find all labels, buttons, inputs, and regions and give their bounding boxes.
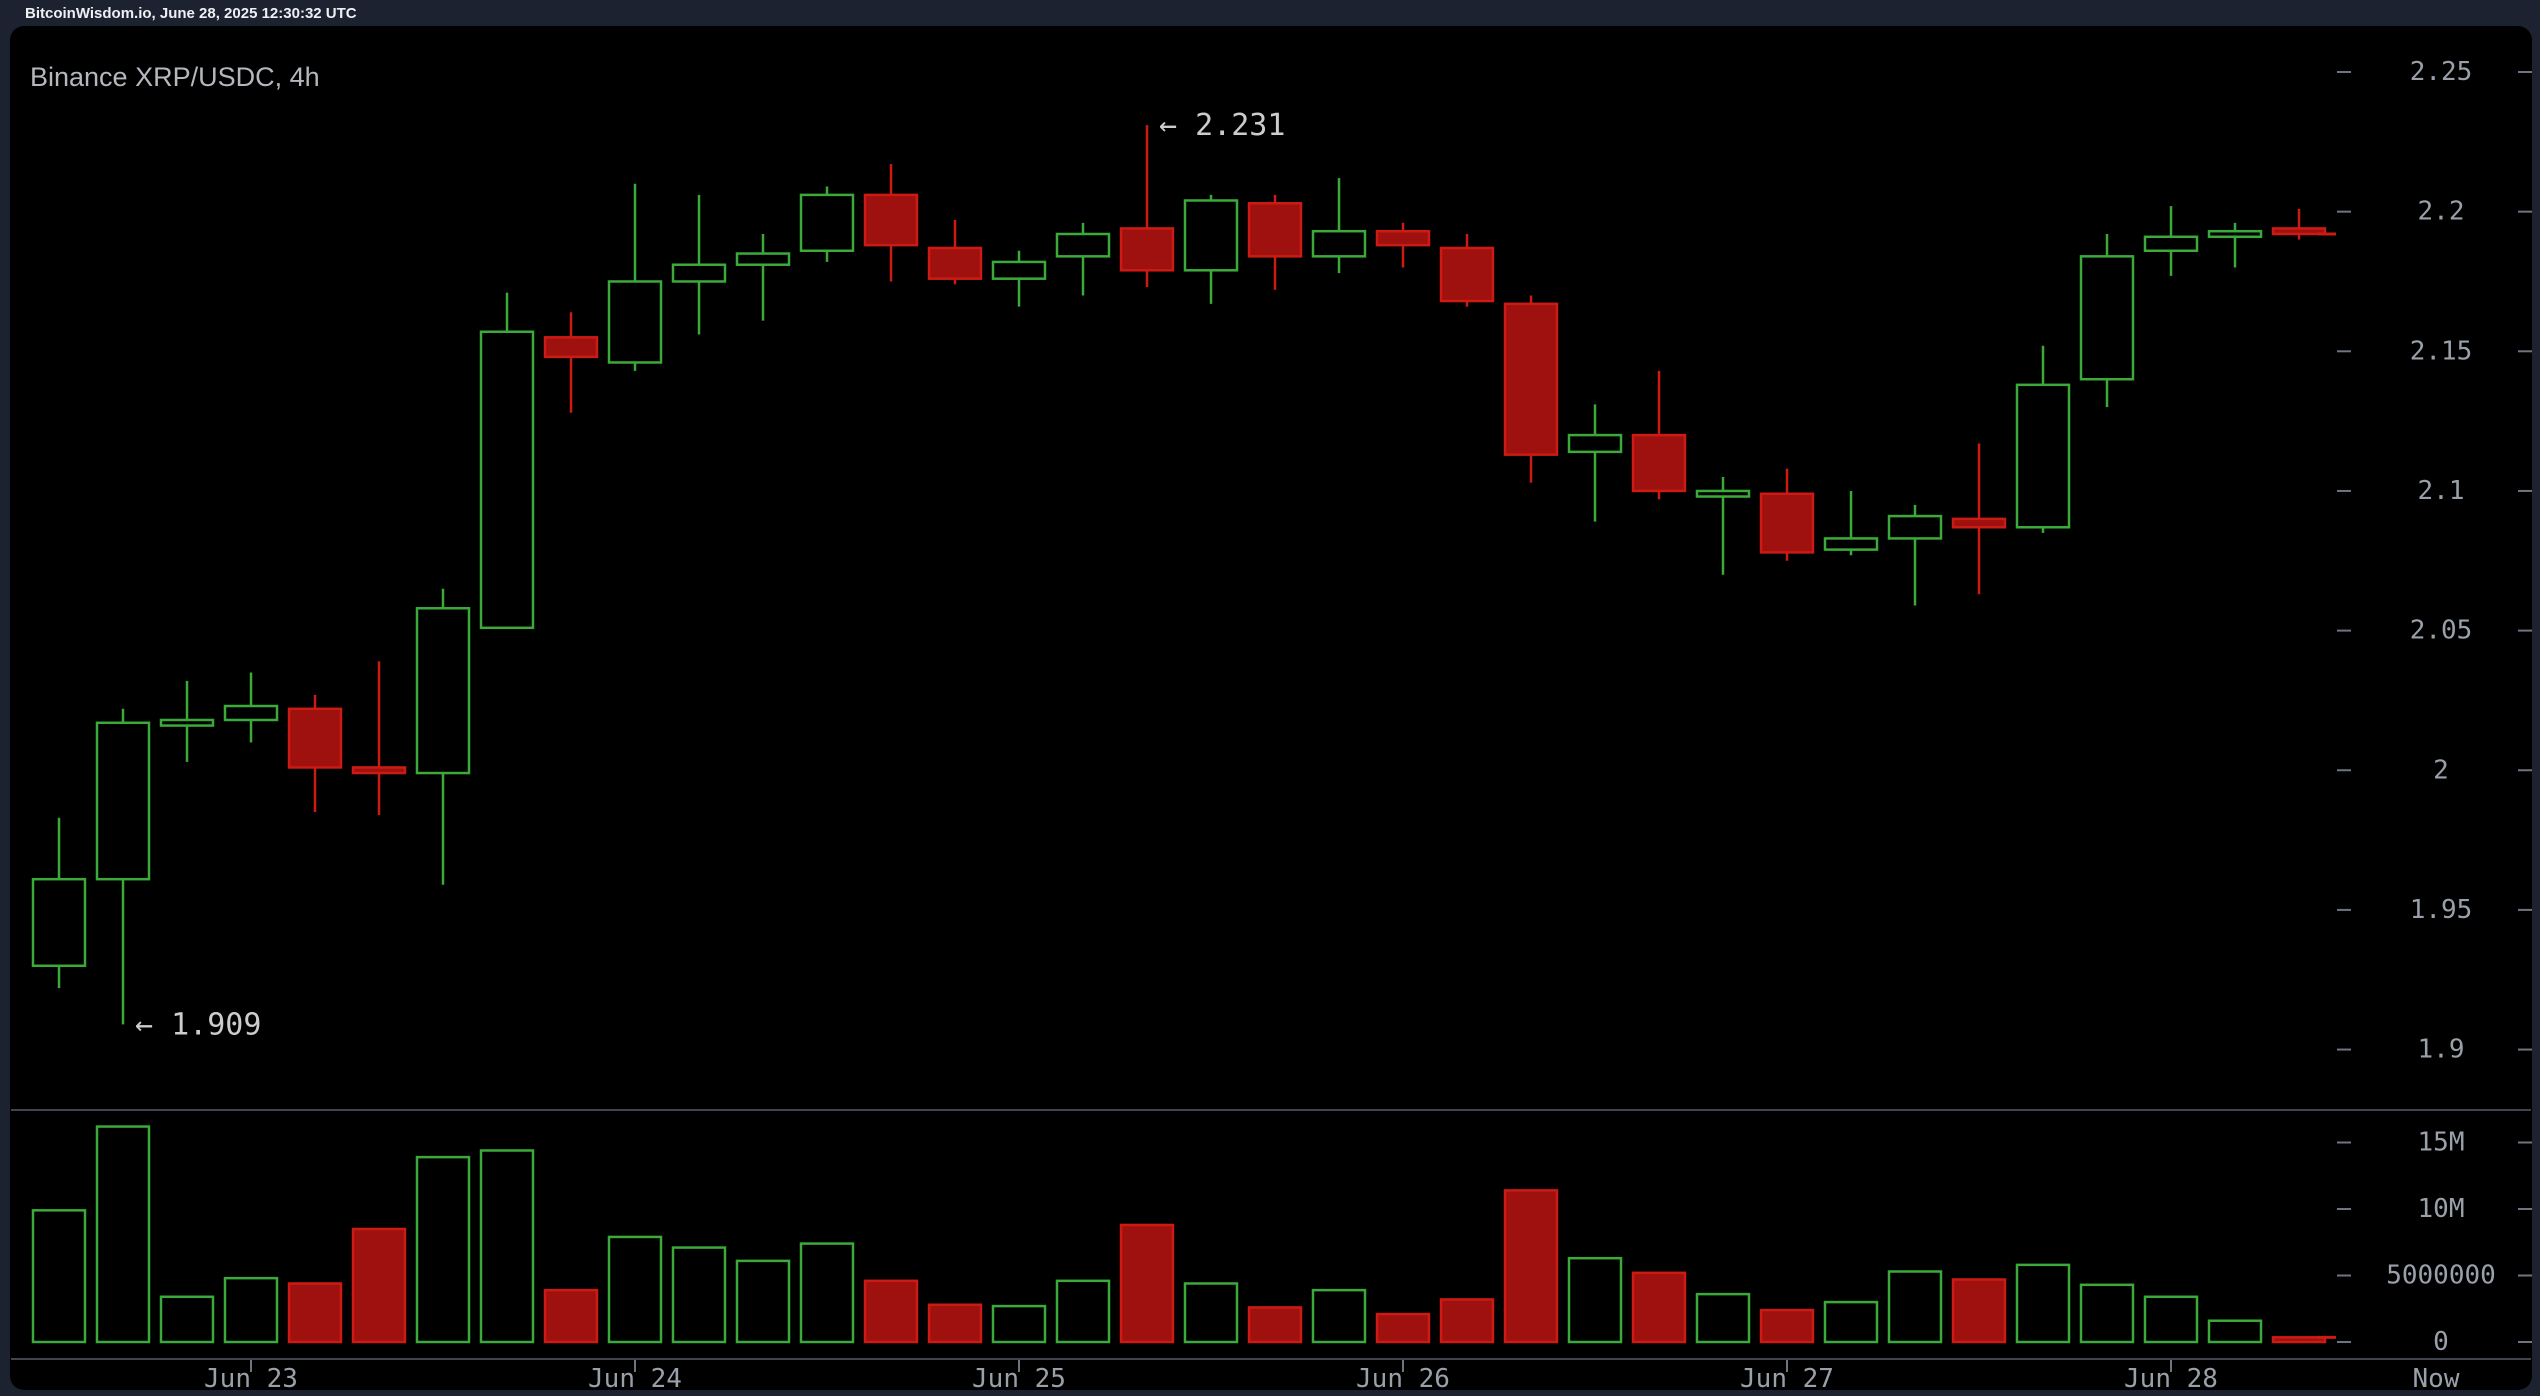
volume-bar-up (735, 1259, 791, 1344)
candle-body-up (991, 260, 1047, 280)
candle-body-down (927, 246, 983, 280)
candle-body-up (1823, 537, 1879, 551)
volume-bar-down (1439, 1298, 1495, 1344)
day-label: Jun 23 (204, 1364, 298, 1394)
candle-body-up (2143, 235, 2199, 253)
volume-bar-up (2143, 1295, 2199, 1344)
session-low-annotation: ← 1.909 (135, 1007, 261, 1042)
price-axis-label: 2.1 (2418, 476, 2465, 506)
volume-bar-up (415, 1155, 471, 1344)
volume-bar-up (2207, 1319, 2263, 1344)
chart-title: Binance XRP/USDC, 4h (30, 62, 320, 92)
volume-bar-up (223, 1276, 279, 1344)
volume-bar-down (351, 1227, 407, 1344)
volume-bar-up (671, 1246, 727, 1344)
price-axis-label: 2.15 (2410, 336, 2473, 366)
day-label: Jun 27 (1740, 1364, 1834, 1394)
candle-body-up (671, 263, 727, 283)
day-label: Jun 24 (588, 1364, 682, 1394)
price-axis-label: 2.25 (2410, 57, 2473, 87)
volume-bar-up (991, 1304, 1047, 1344)
candle-body-up (799, 193, 855, 253)
volume-bar-up (31, 1209, 87, 1344)
candle-body-up (735, 252, 791, 266)
candle-body-up (415, 607, 471, 775)
volume-bar-up (95, 1125, 151, 1344)
price-axis-label: 1.95 (2410, 895, 2473, 925)
volume-bar-down (287, 1282, 343, 1344)
candle-body-down (1631, 433, 1687, 493)
candle-body-up (2079, 255, 2135, 381)
volume-bar-up (1311, 1288, 1367, 1344)
volume-bar-up (799, 1242, 855, 1344)
candle-body-down (1119, 227, 1175, 272)
candle-body-up (2207, 229, 2263, 239)
volume-axis-label: 5000000 (2386, 1261, 2496, 1291)
volume-axis-label: 10M (2418, 1194, 2465, 1224)
volume-bar-up (607, 1235, 663, 1344)
volume-bar-down (1631, 1271, 1687, 1344)
price-axis-label: 2.2 (2418, 197, 2465, 227)
candle-body-down (351, 766, 407, 775)
candle-body-up (1055, 232, 1111, 258)
volume-axis-label: 15M (2418, 1128, 2465, 1158)
volume-bar-down (1119, 1223, 1175, 1344)
now-label: Now (2413, 1364, 2460, 1394)
volume-bar-up (2015, 1263, 2071, 1344)
volume-bar-up (1055, 1279, 1111, 1344)
header-text: BitcoinWisdom.io, June 28, 2025 12:30:32… (25, 5, 357, 22)
volume-bar-down (1759, 1308, 1815, 1344)
candle-body-down (2271, 227, 2327, 236)
session-high-annotation: ← 2.231 (1159, 108, 1285, 143)
volume-bar-down (1951, 1278, 2007, 1344)
candle-body-up (1567, 433, 1623, 454)
volume-bar-up (1695, 1292, 1751, 1344)
candle-body-down (1247, 202, 1303, 258)
volume-bar-down (927, 1303, 983, 1344)
volume-bar-up (1887, 1270, 1943, 1344)
day-label: Jun 28 (2124, 1364, 2218, 1394)
candle-body-down (1951, 517, 2007, 529)
volume-bar-up (1183, 1282, 1239, 1344)
volume-bar-down (1247, 1306, 1303, 1344)
volume-bar-up (1567, 1256, 1623, 1344)
candle-body-down (1375, 229, 1431, 247)
candle-body-down (863, 193, 919, 247)
volume-bar-up (2079, 1283, 2135, 1344)
volume-bar-down (2271, 1336, 2327, 1344)
candle-body-up (95, 721, 151, 881)
candle-body-up (1183, 199, 1239, 272)
candle-body-up (1695, 489, 1751, 498)
volume-bar-down (1503, 1189, 1559, 1344)
candle-body-down (543, 336, 599, 359)
price-axis-label: 2 (2433, 755, 2449, 785)
day-label: Jun 25 (972, 1364, 1066, 1394)
volume-bar-up (159, 1295, 215, 1344)
price-axis-label: 2.05 (2410, 616, 2473, 646)
day-label: Jun 26 (1356, 1364, 1450, 1394)
volume-axis-label: 0 (2433, 1327, 2449, 1357)
candle-body-up (2015, 383, 2071, 529)
candle-body-down (1503, 302, 1559, 456)
candle-body-down (1439, 246, 1495, 303)
candle-body-up (479, 330, 535, 630)
volume-bar-down (1375, 1312, 1431, 1344)
volume-bar-down (543, 1288, 599, 1344)
volume-bar-down (863, 1279, 919, 1344)
candle-body-up (31, 877, 87, 968)
candle-body-down (287, 707, 343, 769)
candle-body-up (1311, 229, 1367, 258)
candle-body-up (223, 704, 279, 722)
volume-bar-up (479, 1149, 535, 1344)
candle-body-up (607, 280, 663, 364)
candle-body-down (1759, 492, 1815, 554)
candle-body-up (159, 718, 215, 727)
header-bar: BitcoinWisdom.io, June 28, 2025 12:30:32… (0, 0, 2540, 26)
price-axis-label: 1.9 (2418, 1035, 2465, 1065)
volume-bar-up (1823, 1300, 1879, 1344)
candle-body-up (1887, 514, 1943, 540)
